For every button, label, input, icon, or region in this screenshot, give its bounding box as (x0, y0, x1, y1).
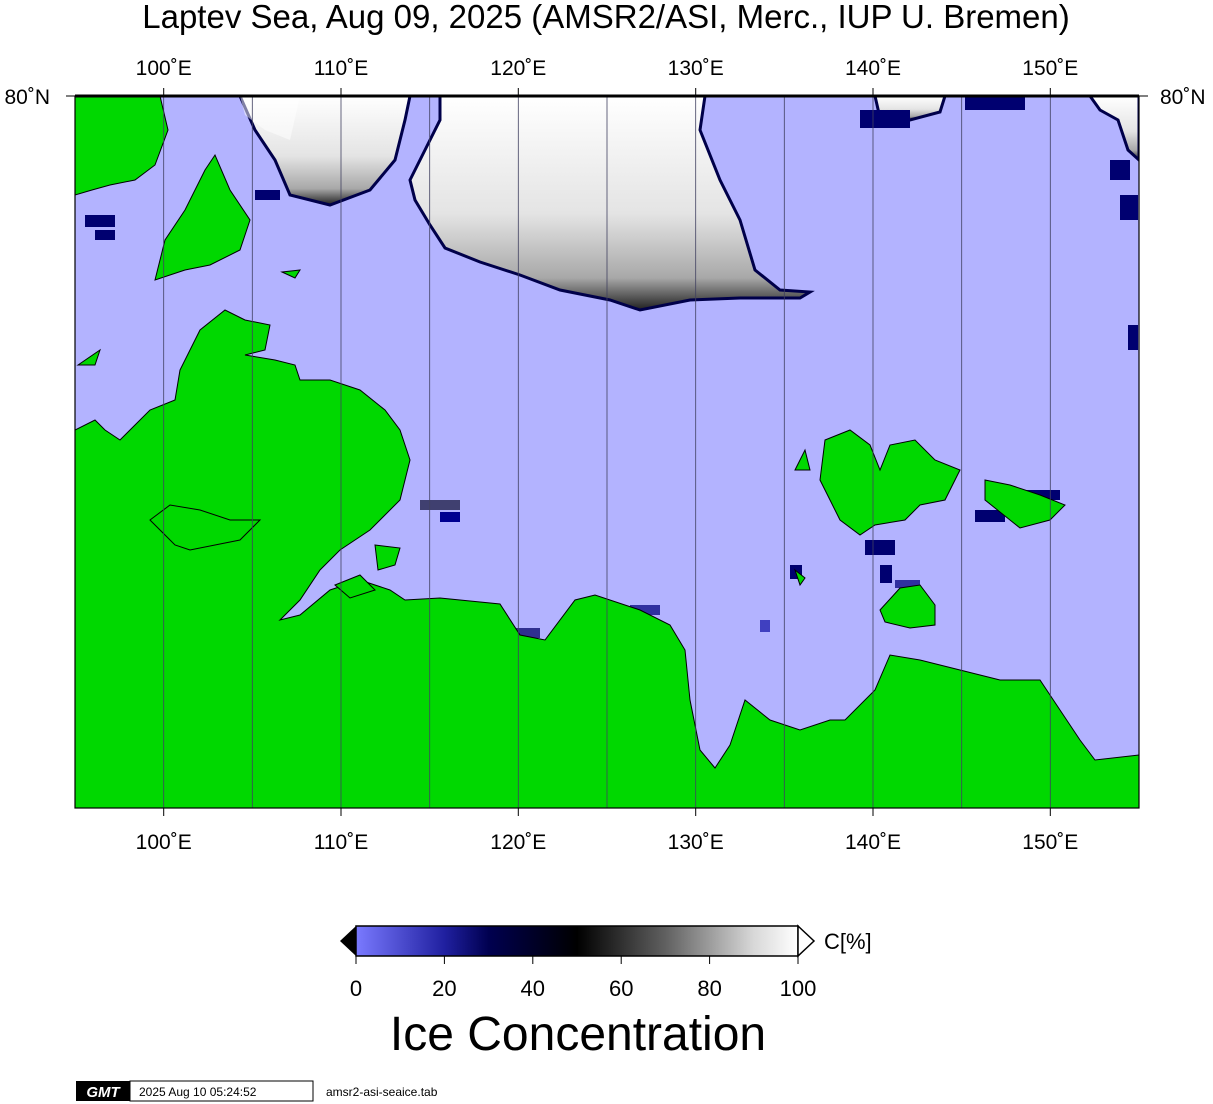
top-lon-label: 110˚E (314, 57, 368, 80)
bottom-lon-label: 150˚E (1022, 831, 1078, 854)
top-lon-label: 120˚E (490, 57, 546, 80)
colorbar-high-arrow (797, 924, 816, 958)
top-lon-label: 140˚E (845, 57, 901, 80)
colorbar-tick-label: 0 (350, 976, 362, 1001)
bottom-lon-label: 120˚E (490, 831, 546, 854)
colorbar-title: Ice Concentration (390, 1008, 766, 1061)
lat-label-right: 80˚N (1160, 86, 1206, 109)
top-lon-label: 150˚E (1022, 57, 1078, 80)
colorbar-tick-label: 80 (697, 976, 721, 1001)
bottom-lon-label: 140˚E (845, 831, 901, 854)
colorbar-tick-label: 100 (780, 976, 817, 1001)
meridian-lines (163, 96, 1051, 808)
gmt-logo: GMT (86, 1084, 121, 1101)
colorbar: C[%] 0 20 40 60 80 100 Ice Concentration (340, 924, 872, 1061)
colorbar-tick-label: 40 (521, 976, 545, 1001)
colorbar-tick-label: 60 (609, 976, 633, 1001)
gmt-logo-box (76, 1081, 130, 1101)
map-area (75, 96, 1139, 808)
bottom-ticks (163, 808, 1051, 816)
bottom-lon-label: 110˚E (314, 831, 368, 854)
timestamp-text: 2025 Aug 10 05:24:52 (139, 1085, 257, 1099)
top-lon-label: 130˚E (668, 57, 724, 80)
top-lon-labels: 100˚E 110˚E 120˚E 130˚E 140˚E 150˚E (136, 57, 1079, 80)
colorbar-low-arrow (340, 926, 356, 956)
gmt-timestamp: GMT 2025 Aug 10 05:24:52 amsr2-asi-seaic… (76, 1080, 438, 1102)
bottom-lon-label: 130˚E (668, 831, 724, 854)
colorbar-unit-label: C[%] (824, 929, 872, 954)
top-ticks (66, 88, 1148, 97)
map-title: Laptev Sea, Aug 09, 2025 (AMSR2/ASI, Mer… (142, 0, 1070, 35)
timestamp-box (129, 1080, 314, 1102)
lat-label-left: 80˚N (4, 86, 50, 109)
sea-ice-pack (238, 96, 1139, 312)
bottom-lon-labels: 100˚E 110˚E 120˚E 130˚E 140˚E 150˚E (136, 831, 1079, 854)
footer-filename: amsr2-asi-seaice.tab (326, 1085, 438, 1099)
top-lon-label: 100˚E (136, 57, 192, 80)
colorbar-gradient (355, 925, 799, 957)
bottom-lon-label: 100˚E (136, 831, 192, 854)
colorbar-tick-label: 20 (432, 976, 456, 1001)
